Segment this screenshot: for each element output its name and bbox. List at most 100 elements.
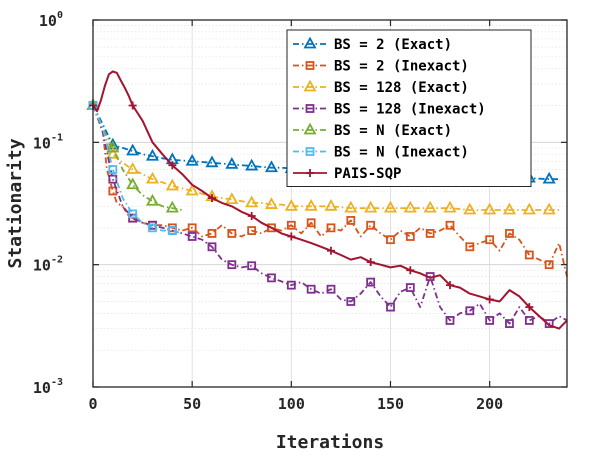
- data-point: [165, 178, 179, 191]
- legend-marker: [306, 169, 314, 177]
- data-point: [524, 316, 534, 325]
- legend-marker: [303, 36, 317, 49]
- data-point: [165, 200, 179, 213]
- series-2: [88, 101, 568, 277]
- data-point: [187, 232, 197, 241]
- data-point: [485, 235, 495, 245]
- data-point: [207, 242, 217, 252]
- data-point: [443, 200, 457, 213]
- data-point: [247, 211, 256, 220]
- x-tick-label: 200: [476, 395, 503, 413]
- data-point: [267, 223, 276, 233]
- data-point: [386, 235, 395, 245]
- data-point: [126, 143, 140, 156]
- series-line: [92, 70, 568, 330]
- series-line: [92, 105, 560, 211]
- data-point: [225, 157, 239, 169]
- data-point: [346, 216, 356, 225]
- data-point: [286, 220, 296, 230]
- legend-label: BS = 128 (Exact): [334, 80, 469, 96]
- data-point: [145, 148, 160, 161]
- data-point: [544, 319, 554, 328]
- legend-marker: [305, 61, 315, 70]
- data-point: [405, 232, 415, 241]
- data-point: [284, 198, 298, 211]
- x-tick-label: 50: [183, 395, 201, 413]
- series-line: [92, 105, 183, 211]
- data-point: [383, 200, 398, 213]
- data-point: [126, 162, 140, 174]
- series-line: [92, 105, 183, 235]
- data-point: [403, 200, 417, 213]
- data-point: [364, 200, 378, 213]
- data-point: [366, 258, 375, 267]
- data-point: [324, 198, 338, 211]
- data-point: [145, 171, 160, 184]
- legend-label: BS = 2 (Exact): [334, 37, 452, 53]
- y-tick-label: 100: [39, 10, 63, 30]
- data-point: [148, 223, 157, 233]
- data-point: [505, 229, 514, 238]
- data-point: [544, 260, 554, 270]
- data-point: [227, 229, 237, 238]
- data-point: [128, 209, 138, 219]
- data-point: [445, 281, 454, 290]
- data-point: [207, 194, 216, 203]
- legend-item: BS = 2 (Exact): [293, 36, 452, 53]
- y-tick-label: 10-3: [33, 377, 63, 397]
- legend-marker: [305, 147, 315, 156]
- legend-marker: [303, 79, 317, 92]
- data-point: [485, 316, 495, 325]
- data-point: [445, 316, 455, 325]
- legend-label: BS = 2 (Inexact): [334, 59, 469, 75]
- data-point: [168, 161, 177, 170]
- data-point: [445, 220, 455, 230]
- data-point: [185, 153, 199, 166]
- data-point: [306, 284, 316, 294]
- legend-item: BS = N (Inexact): [293, 145, 469, 161]
- legend-label: BS = N (Exact): [334, 123, 452, 139]
- data-point: [207, 229, 217, 238]
- data-point: [525, 303, 534, 312]
- legend-item: BS = 128 (Exact): [293, 79, 469, 96]
- data-point: [264, 160, 279, 173]
- legend-label: PAIS-SQP: [334, 166, 401, 182]
- data-point: [106, 146, 120, 159]
- legend-item: BS = N (Exact): [293, 122, 452, 139]
- legend-marker: [305, 104, 315, 113]
- x-tick-label: 0: [88, 395, 97, 413]
- data-point: [225, 192, 239, 205]
- data-point: [126, 177, 140, 190]
- data-point: [264, 197, 279, 209]
- legend-item: PAIS-SQP: [293, 166, 401, 182]
- data-point: [483, 202, 497, 215]
- data-point: [185, 183, 199, 196]
- x-tick-label: 150: [377, 395, 404, 413]
- data-point: [245, 195, 259, 208]
- data-point: [227, 260, 237, 270]
- data-point: [425, 229, 435, 238]
- legend-item: BS = 2 (Inexact): [293, 59, 469, 75]
- data-point: [326, 223, 336, 233]
- data-point: [524, 250, 534, 260]
- data-point: [463, 202, 477, 215]
- x-tick-label: 100: [278, 395, 305, 413]
- data-point: [366, 277, 376, 287]
- data-point: [522, 202, 536, 215]
- data-point: [106, 140, 120, 153]
- data-point: [346, 297, 356, 306]
- data-point: [542, 171, 556, 184]
- data-point: [406, 266, 415, 275]
- legend: BS = 2 (Exact) BS = 2 (Inexact) BS = 128 (…: [286, 29, 532, 187]
- data-point: [423, 200, 437, 213]
- data-point: [386, 302, 395, 312]
- data-point: [187, 223, 197, 233]
- data-point: [502, 202, 517, 215]
- legend-item: BS = 128 (Inexact): [293, 102, 486, 118]
- legend-label: BS = 128 (Inexact): [334, 102, 486, 118]
- data-point: [304, 198, 318, 211]
- data-point: [128, 101, 137, 110]
- plot-frame: [92, 19, 568, 388]
- legend-label: BS = N (Inexact): [334, 145, 469, 161]
- y-tick-label: 10-1: [33, 132, 63, 152]
